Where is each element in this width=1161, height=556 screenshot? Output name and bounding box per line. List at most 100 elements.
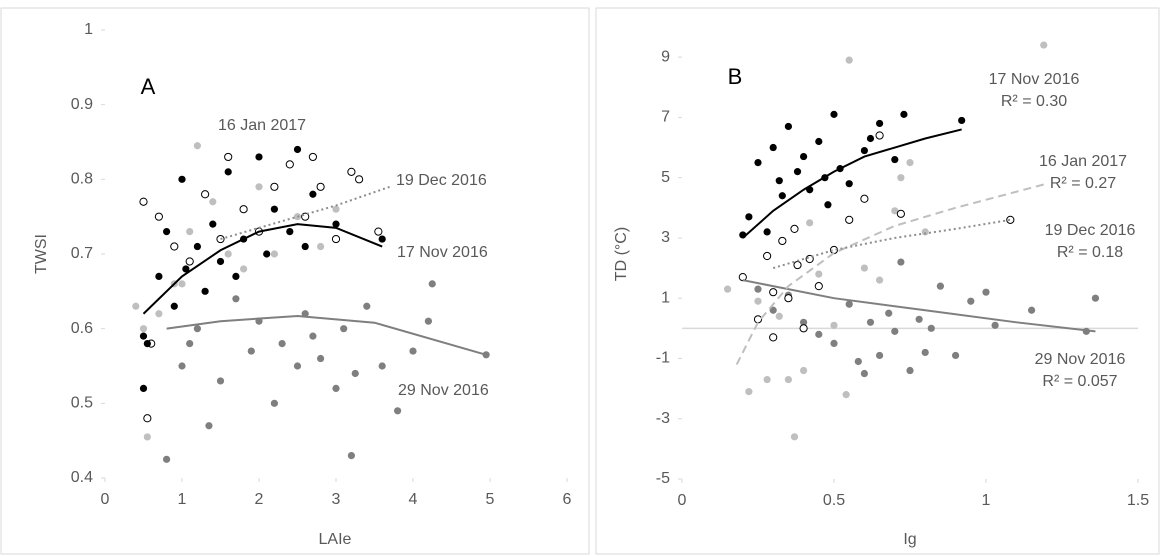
x-tick-label: 0 bbox=[101, 491, 110, 508]
point bbox=[815, 137, 823, 146]
y-tick-label: 0.9 bbox=[71, 96, 93, 113]
point bbox=[790, 224, 799, 233]
point bbox=[769, 143, 777, 152]
point bbox=[854, 357, 862, 366]
point bbox=[378, 362, 386, 370]
point bbox=[428, 280, 436, 288]
point bbox=[316, 182, 325, 191]
point bbox=[891, 155, 899, 164]
point bbox=[860, 194, 869, 203]
point bbox=[775, 177, 783, 185]
point bbox=[309, 190, 317, 198]
point bbox=[824, 201, 832, 209]
point bbox=[132, 302, 140, 310]
x-axis-label: Ig bbox=[903, 531, 916, 548]
point bbox=[139, 384, 148, 392]
point bbox=[891, 327, 899, 335]
point bbox=[163, 455, 171, 463]
point bbox=[763, 251, 772, 261]
point bbox=[885, 309, 893, 317]
point bbox=[830, 110, 838, 118]
point bbox=[182, 265, 190, 273]
panel-frame bbox=[595, 7, 1160, 555]
point bbox=[331, 234, 341, 244]
point bbox=[286, 228, 294, 236]
point bbox=[952, 351, 960, 360]
point bbox=[270, 399, 278, 407]
point bbox=[900, 110, 908, 118]
y-axis-label: TD (°C) bbox=[613, 227, 630, 281]
point bbox=[982, 288, 990, 296]
point bbox=[270, 250, 278, 258]
point bbox=[374, 227, 383, 236]
y-tick-label: 3 bbox=[661, 229, 670, 246]
point bbox=[201, 287, 209, 295]
x-tick-label: 5 bbox=[486, 491, 495, 508]
point bbox=[255, 183, 263, 191]
point bbox=[216, 377, 225, 385]
r2-label: R² = 0.30 bbox=[1001, 93, 1067, 110]
y-tick-label: 9 bbox=[661, 48, 670, 65]
trend-line bbox=[142, 223, 383, 315]
point bbox=[800, 366, 808, 375]
point bbox=[193, 242, 201, 251]
point bbox=[332, 205, 340, 213]
point bbox=[285, 160, 294, 169]
x-tick-label: 6 bbox=[563, 491, 572, 508]
r2-label: R² = 0.18 bbox=[1057, 244, 1123, 261]
x-tick-label: 1 bbox=[982, 492, 991, 509]
point bbox=[270, 205, 278, 213]
y-tick-label: 0.8 bbox=[71, 171, 93, 188]
point bbox=[232, 272, 240, 280]
point bbox=[866, 318, 875, 326]
point bbox=[351, 369, 359, 378]
point bbox=[814, 282, 823, 291]
point bbox=[769, 288, 778, 297]
trend-line bbox=[220, 185, 391, 241]
point bbox=[278, 340, 286, 348]
point bbox=[800, 152, 808, 161]
point bbox=[347, 167, 356, 176]
panel-frame bbox=[0, 7, 590, 555]
x-tick-label: 0.5 bbox=[823, 492, 845, 509]
point bbox=[799, 324, 808, 333]
point bbox=[842, 391, 850, 399]
point bbox=[293, 145, 302, 154]
point bbox=[155, 272, 163, 280]
point bbox=[1040, 41, 1048, 49]
point bbox=[753, 315, 763, 324]
series-label: 29 Nov 2016 bbox=[398, 382, 489, 399]
point bbox=[186, 340, 194, 348]
point bbox=[209, 198, 217, 206]
point bbox=[769, 333, 778, 342]
point bbox=[763, 228, 771, 236]
point bbox=[754, 159, 762, 167]
point bbox=[1028, 306, 1036, 314]
x-tick-label: 1 bbox=[178, 491, 187, 508]
x-tick-label: 2 bbox=[255, 491, 264, 508]
series-label: 29 Nov 2016 bbox=[1035, 351, 1126, 368]
point bbox=[784, 375, 793, 384]
point bbox=[991, 321, 999, 329]
point bbox=[224, 250, 232, 258]
point bbox=[784, 294, 793, 303]
point bbox=[224, 152, 233, 162]
point bbox=[793, 168, 802, 176]
point bbox=[860, 369, 869, 378]
point bbox=[906, 366, 914, 375]
point bbox=[967, 297, 975, 305]
point bbox=[332, 220, 340, 228]
point bbox=[240, 265, 248, 273]
point bbox=[270, 182, 279, 191]
y-axis-label: TWSI bbox=[33, 234, 50, 274]
series-label: 17 Nov 2016 bbox=[397, 244, 488, 261]
x-tick-label: 0 bbox=[678, 492, 687, 509]
point bbox=[185, 257, 194, 266]
point bbox=[897, 174, 905, 182]
y-tick-label: -5 bbox=[656, 470, 670, 487]
point bbox=[897, 258, 905, 266]
point bbox=[860, 146, 869, 155]
point bbox=[927, 324, 935, 332]
x-tick-label: 1.5 bbox=[1127, 492, 1149, 509]
